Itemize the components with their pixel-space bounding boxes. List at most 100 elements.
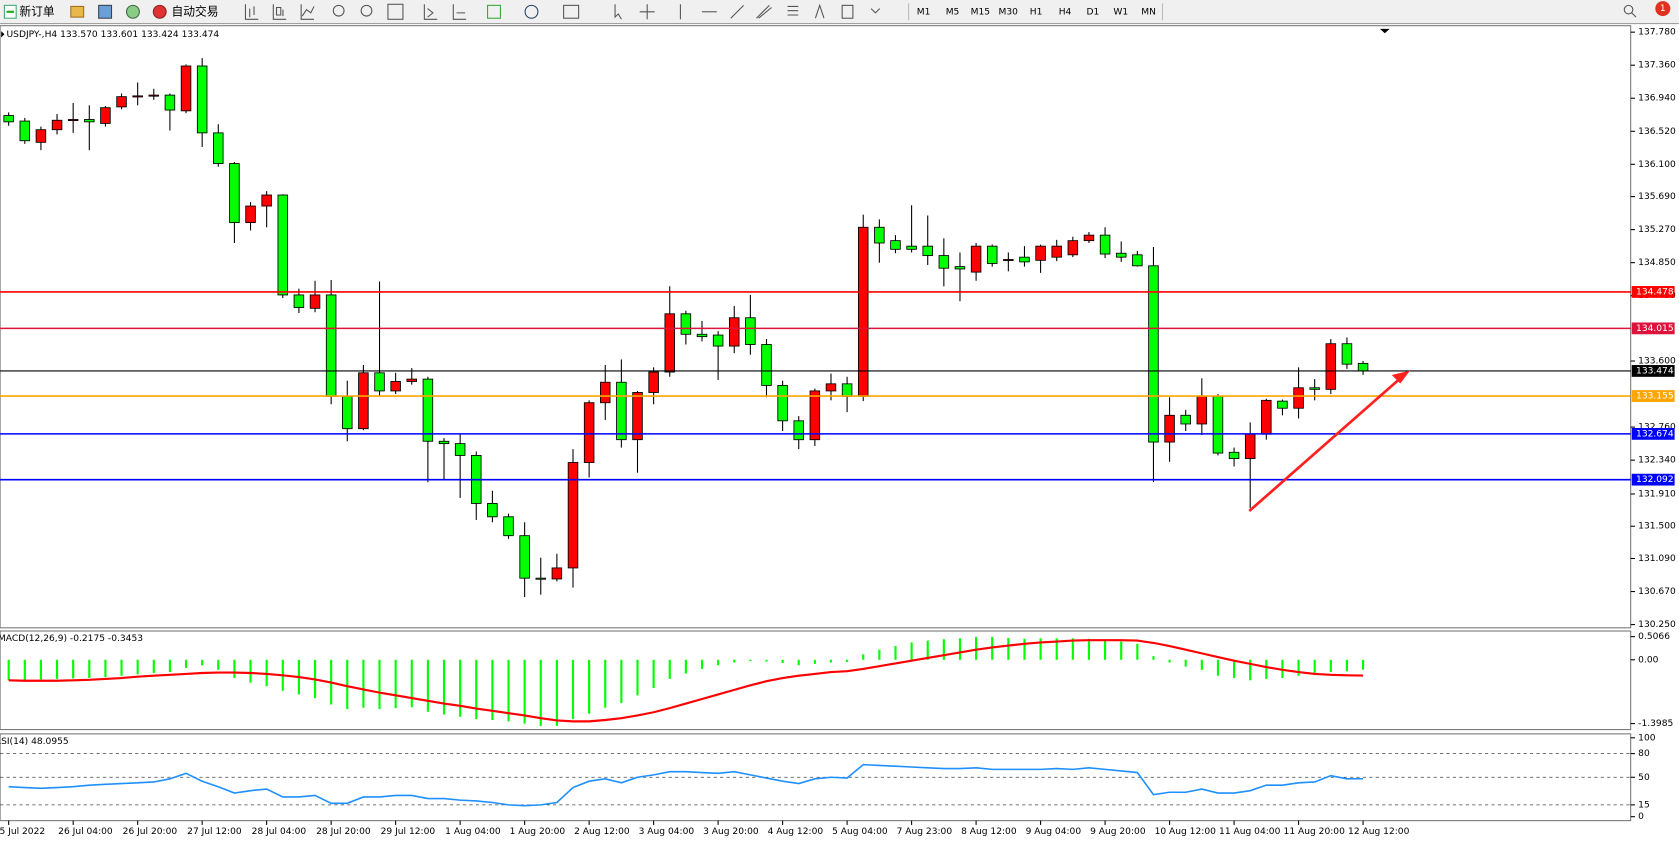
candle-body — [213, 132, 224, 164]
icon — [524, 4, 539, 19]
y-tick-label: 0 — [1638, 812, 1644, 822]
icon[interactable] — [98, 4, 113, 19]
timeframe-button[interactable]: H1 — [1030, 7, 1043, 17]
candle-body — [180, 65, 192, 112]
macd-bar — [813, 659, 816, 664]
candle-body — [616, 381, 627, 441]
y-tick-label: 131.500 — [1638, 522, 1676, 532]
x-tick-label: 10 Aug 12:00 — [1155, 827, 1217, 837]
icon — [639, 4, 655, 20]
y-tick-label: 130.670 — [1638, 587, 1676, 597]
notification-badge[interactable]: 1 — [1655, 1, 1671, 17]
candle-body — [1019, 256, 1030, 263]
macd-bar — [1216, 659, 1220, 676]
macd-bar — [168, 659, 171, 673]
timeframe-button[interactable]: MN — [1141, 7, 1156, 17]
price-label: 134.015 — [1636, 324, 1674, 334]
candle-body — [761, 344, 772, 386]
macd-bar — [1313, 659, 1316, 675]
icon — [152, 4, 167, 19]
price-label-box — [1631, 286, 1675, 298]
macd-bar — [571, 659, 575, 720]
macd-bar — [620, 659, 623, 704]
y-tick-label: -1.3985 — [1638, 719, 1673, 729]
macd-bar — [781, 659, 784, 663]
x-tick-label: 25 Jul 2022 — [0, 827, 45, 837]
macd-bar — [604, 659, 607, 708]
candle-body — [3, 115, 14, 123]
y-tick-label: 135.690 — [1638, 192, 1676, 202]
timeframe-button[interactable]: M30 — [999, 7, 1019, 17]
x-tick-label: 29 Jul 12:00 — [381, 827, 436, 837]
macd-bar — [104, 659, 107, 678]
x-tick-label: 28 Jul 04:00 — [252, 827, 307, 837]
candle-body — [1067, 240, 1079, 256]
macd-bar — [1136, 643, 1139, 660]
macd-bar — [23, 659, 26, 680]
macd-bar — [136, 659, 139, 675]
candle-body — [1325, 343, 1337, 390]
auto-trading-button[interactable]: 自动交易 — [152, 4, 219, 19]
candle-body — [1293, 387, 1304, 409]
tool-icons[interactable] — [244, 3, 1637, 20]
candle-body — [712, 334, 724, 347]
candle-body — [1164, 414, 1175, 443]
macd-bar — [636, 659, 639, 696]
candle-body — [1309, 387, 1320, 390]
timeframe-button[interactable]: H4 — [1059, 7, 1072, 17]
x-tick-label: 2 Aug 12:00 — [574, 827, 630, 837]
candle-body — [938, 255, 950, 269]
macd-bar — [378, 659, 381, 710]
macd-bar — [475, 659, 478, 720]
candle-body — [970, 245, 982, 273]
macd-bar — [426, 659, 429, 712]
x-tick-label: 27 Jul 12:00 — [187, 827, 242, 837]
candle-body — [793, 420, 804, 441]
macd-bar — [717, 659, 720, 666]
price-label: 134.478 — [1636, 287, 1674, 297]
candle-body — [293, 294, 305, 308]
timeframe-button[interactable]: M5 — [946, 7, 960, 17]
y-tick-label: 0.5066 — [1638, 632, 1670, 642]
candle-body — [51, 119, 63, 131]
candle-body — [600, 381, 611, 404]
price-label-box — [1631, 365, 1675, 377]
new-order-button[interactable]: 新订单 — [3, 4, 55, 19]
macd-bar — [1007, 637, 1010, 660]
icon — [756, 4, 772, 19]
badge-count: 1 — [1660, 4, 1666, 14]
timeframe-button[interactable]: W1 — [1113, 7, 1128, 17]
icon — [487, 4, 501, 19]
x-tick-label: 26 Jul 20:00 — [123, 827, 178, 837]
timeframe-button[interactable]: M1 — [917, 7, 931, 17]
macd-bar — [201, 659, 204, 666]
icon[interactable] — [70, 5, 85, 18]
candle-body — [100, 107, 111, 124]
candle-body — [196, 65, 208, 134]
price-label: 133.474 — [1636, 366, 1674, 376]
auto-trading-label: 自动交易 — [172, 4, 219, 18]
icon — [730, 4, 744, 19]
candle-body — [1196, 395, 1208, 425]
macd-bar — [588, 659, 591, 714]
candle-body — [358, 372, 369, 430]
indicator-title: MACD(12,26,9) -0.2175 -0.3453 — [0, 634, 143, 644]
macd-bar — [1039, 638, 1042, 660]
icon — [787, 5, 799, 16]
timeframe-button[interactable]: D1 — [1086, 7, 1099, 17]
macd-bar — [733, 659, 736, 663]
macd-bar — [846, 659, 849, 663]
icon[interactable] — [125, 4, 140, 19]
candle-body — [745, 317, 756, 345]
y-tick-label: 134.850 — [1638, 258, 1676, 268]
y-tick-label: 80 — [1638, 749, 1650, 759]
timeframe-button[interactable]: M15 — [971, 7, 990, 17]
price-label: 132.092 — [1636, 475, 1674, 485]
candle-body — [1115, 252, 1127, 258]
icon — [814, 3, 825, 19]
candle-body — [583, 402, 595, 463]
macd-bar — [942, 639, 945, 660]
candle-body — [342, 395, 353, 430]
x-tick-label: 4 Aug 12:00 — [768, 827, 824, 837]
